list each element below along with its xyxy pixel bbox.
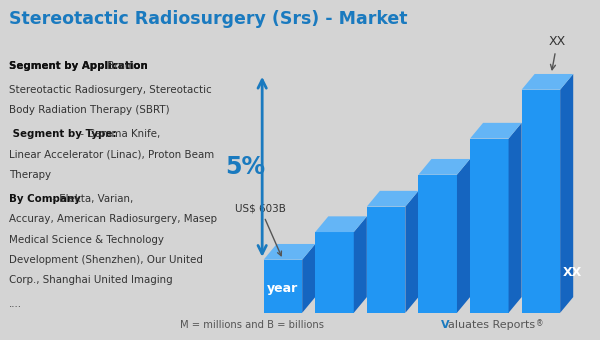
Polygon shape [560,74,573,313]
Text: Accuray, American Radiosurgery, Masep: Accuray, American Radiosurgery, Masep [9,214,217,224]
Text: Development (Shenzhen), Our United: Development (Shenzhen), Our United [9,255,203,265]
Polygon shape [315,232,354,313]
Text: Segment by Application: Segment by Application [9,61,148,71]
Polygon shape [521,74,573,90]
Polygon shape [263,260,302,313]
Polygon shape [470,123,521,139]
Polygon shape [418,159,470,175]
Text: M = millions and B = billions: M = millions and B = billions [180,320,324,330]
Text: Therapy: Therapy [9,170,51,180]
Text: Linear Accelerator (Linac), Proton Beam: Linear Accelerator (Linac), Proton Beam [9,150,214,159]
Polygon shape [302,244,315,313]
Polygon shape [263,244,315,260]
Text: Segment by Application: Segment by Application [9,61,148,71]
Text: Stereotactic Radiosurgery (Srs) - Market: Stereotactic Radiosurgery (Srs) - Market [9,10,407,28]
Text: - Gamma Knife,: - Gamma Knife, [77,129,161,139]
Text: ....: .... [9,299,22,309]
Text: 5%: 5% [226,155,266,179]
Text: US$ 603B: US$ 603B [235,204,286,256]
Text: XX: XX [563,266,582,279]
Polygon shape [406,191,418,313]
Text: - Elekta, Varian,: - Elekta, Varian, [49,194,133,204]
Text: Medical Science & Technology: Medical Science & Technology [9,235,164,244]
Text: Segment by Application - Brain
Stereotactic Radiosurgery, Stereotactic
Body Radi: Segment by Application - Brain Stereotac… [9,61,212,95]
Polygon shape [315,216,367,232]
Text: Stereotactic Radiosurgery, Stereotactic: Stereotactic Radiosurgery, Stereotactic [9,85,212,95]
Text: year: year [267,283,299,295]
Text: Body Radiation Therapy (SBRT): Body Radiation Therapy (SBRT) [9,105,170,115]
Polygon shape [367,207,406,313]
Polygon shape [470,139,509,313]
Polygon shape [418,175,457,313]
Text: aluates Reports: aluates Reports [448,320,535,330]
Text: Segment by Type:: Segment by Type: [9,129,116,139]
Polygon shape [509,123,521,313]
Polygon shape [367,191,418,207]
Text: - Brain: - Brain [97,61,134,71]
Polygon shape [457,159,470,313]
Polygon shape [354,216,367,313]
Text: By Company: By Company [9,194,81,204]
Text: V: V [441,320,449,330]
Polygon shape [521,90,560,313]
Text: Corp., Shanghai United Imaging: Corp., Shanghai United Imaging [9,275,173,285]
Text: ®: ® [536,319,544,328]
Text: XX: XX [548,35,566,70]
